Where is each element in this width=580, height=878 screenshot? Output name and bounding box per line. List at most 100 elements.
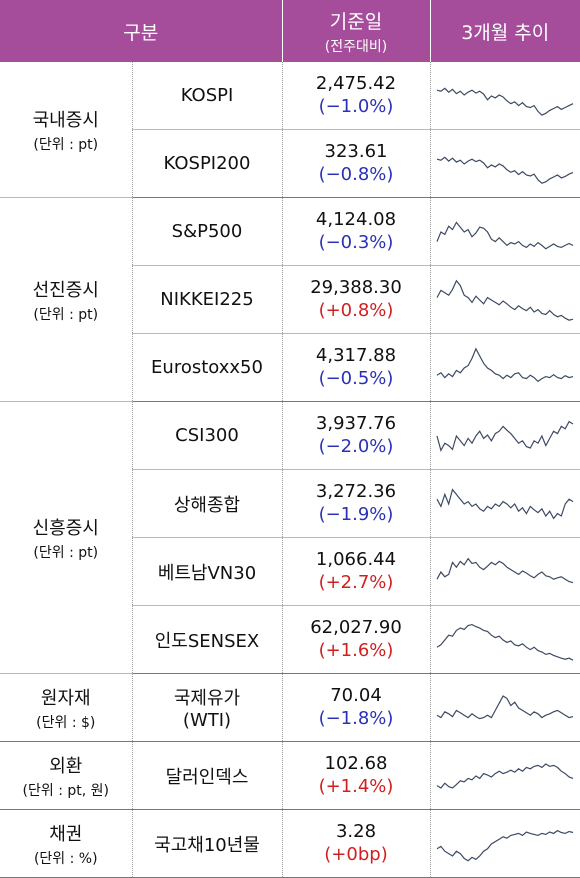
trend-cell: [430, 197, 580, 266]
group-unit: (단위 : %): [33, 850, 98, 867]
table-row: NIKKEI225 29,388.30 (+0.8%): [0, 265, 580, 334]
trend-cell: [430, 537, 580, 606]
group-cell: 채권 (단위 : %): [0, 809, 133, 878]
value-cell: 2,475.42 (−1.0%): [282, 62, 431, 130]
sparkline-chart: [436, 220, 574, 250]
indicator-name: 달러인덱스: [132, 741, 283, 810]
group-name: 신흥증시: [32, 517, 99, 539]
trend-cell: [430, 469, 580, 538]
sparkline-chart: [436, 694, 574, 719]
trend-cell: [430, 62, 580, 130]
value-cell: 3.28 (+0bp): [282, 809, 431, 878]
trend-cell: [430, 401, 580, 470]
group-name: 선진증시: [32, 279, 99, 301]
sparkline-chart: [437, 87, 574, 116]
table-row: 상해종합 3,272.36 (−1.9%): [0, 469, 580, 538]
table-row: 외환 (단위 : pt, 원) 달러인덱스 102.68 (+1.4%): [0, 741, 580, 810]
value-cell: 29,388.30 (+0.8%): [282, 265, 431, 334]
base-value: 62,027.90: [310, 616, 402, 638]
base-value: 1,066.44: [315, 548, 397, 570]
table-row: 채권 (단위 : %) 국고채10년물 3.28 (+0bp): [0, 809, 580, 878]
sparkline-chart: [436, 762, 574, 789]
sparkline-line: [436, 623, 574, 661]
sparkline-chart: [436, 557, 574, 583]
value-cell: 62,027.90 (+1.6%): [282, 605, 431, 674]
group-unit: (단위 : pt): [33, 306, 99, 323]
header-base-date-sub: (전주대비): [324, 38, 388, 55]
group-name: 국내증시: [32, 109, 99, 131]
sparkline-chart: [436, 420, 574, 452]
weekly-change: (−0.5%): [318, 367, 394, 389]
header-category: 구분: [0, 0, 283, 62]
weekly-change: (−0.8%): [318, 163, 394, 185]
base-value: 4,317.88: [315, 344, 397, 366]
indicator-name: NIKKEI225: [132, 265, 283, 334]
indicator-name: 상해종합: [132, 469, 283, 538]
base-value: 323.61: [324, 140, 388, 162]
trend-cell: [430, 605, 580, 674]
sparkline-chart: [436, 829, 574, 862]
header-trend: 3개월 추이: [430, 0, 580, 62]
table-row: 국내증시 (단위 : pt) KOSPI 2,475.42 (−1.0%): [0, 62, 580, 198]
group-cell: 외환 (단위 : pt, 원): [0, 741, 133, 810]
base-value: 3,272.36: [315, 480, 397, 502]
weekly-change: (+1.4%): [318, 775, 394, 797]
header-base-date-label: 기준일: [329, 10, 383, 33]
table-row: Eurostoxx50 4,317.88 (−0.5%): [0, 333, 580, 402]
base-value: 29,388.30: [310, 276, 402, 298]
table-row: 선진증시 (단위 : pt) S&P500 4,124.08 (−0.3%): [0, 197, 580, 402]
trend-cell: [430, 265, 580, 334]
weekly-change: (−0.3%): [318, 231, 394, 253]
sparkline-line: [436, 279, 574, 321]
weekly-change: (+2.7%): [318, 571, 394, 593]
table-row: 원자재 (단위 : $) 국제유가 (WTI) 70.04 (−1.8%): [0, 673, 580, 742]
trend-cell: [430, 673, 580, 742]
indicator-name: 국고채10년물: [132, 809, 283, 878]
group-name: 채권: [49, 823, 83, 845]
sparkline-line: [437, 156, 574, 184]
group-cell: 원자재 (단위 : $): [0, 673, 133, 742]
table-row: 신흥증시 (단위 : pt) CSI300 3,937.76 (−2.0%): [0, 401, 580, 674]
sparkline-chart: [436, 279, 574, 321]
sparkline-chart: [436, 623, 574, 661]
trend-cell: [430, 129, 580, 198]
trend-cell: [430, 809, 580, 878]
weekly-change: (−2.0%): [318, 435, 394, 457]
group-unit: (단위 : pt): [33, 136, 99, 153]
sparkline-line: [436, 346, 574, 382]
table-row: 베트남VN30 1,066.44 (+2.7%): [0, 537, 580, 606]
sparkline-chart: [437, 156, 574, 184]
base-value: 3.28: [335, 820, 377, 842]
base-value: 3,937.76: [315, 412, 397, 434]
group-name: 원자재: [40, 687, 91, 709]
base-value: 70.04: [330, 684, 382, 706]
indicator-name: 인도SENSEX: [132, 605, 283, 674]
group-unit: (단위 : $): [36, 714, 96, 731]
sparkline-chart: [436, 487, 574, 519]
group-cell: 신흥증시 (단위 : pt): [0, 401, 133, 674]
value-cell: 1,066.44 (+2.7%): [282, 537, 431, 606]
indicator-name: KOSPI: [132, 62, 283, 130]
sparkline-line: [436, 557, 574, 583]
weekly-change: (−1.0%): [318, 95, 394, 117]
trend-cell: [430, 333, 580, 402]
base-value: 102.68: [324, 752, 388, 774]
header-row: 구분 기준일 (전주대비) 3개월 추이: [0, 0, 580, 62]
sparkline-line: [436, 829, 574, 862]
indicator-name: Eurostoxx50: [132, 333, 283, 402]
weekly-change: (+0.8%): [318, 299, 394, 321]
indicator-name: KOSPI200: [132, 129, 283, 198]
sparkline-line: [436, 762, 574, 789]
value-cell: 4,124.08 (−0.3%): [282, 197, 431, 266]
sparkline-line: [437, 87, 574, 116]
group-cell: 선진증시 (단위 : pt): [0, 197, 133, 402]
value-cell: 3,272.36 (−1.9%): [282, 469, 431, 538]
sparkline-line: [436, 220, 574, 250]
value-cell: 4,317.88 (−0.5%): [282, 333, 431, 402]
sparkline-line: [436, 420, 574, 452]
indicator-name: 베트남VN30: [132, 537, 283, 606]
value-cell: 102.68 (+1.4%): [282, 741, 431, 810]
header-base-date: 기준일 (전주대비): [282, 0, 431, 62]
indicator-name: S&P500: [132, 197, 283, 266]
